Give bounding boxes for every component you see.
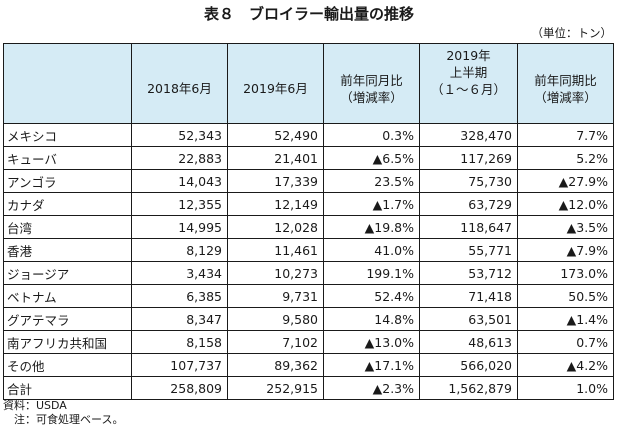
cell-y2019-jun: 12,149: [227, 192, 324, 216]
cell-y2018-jun: 12,355: [131, 192, 228, 216]
cell-h1-2019: 117,269: [419, 146, 518, 170]
cell-mom: 199.1%: [323, 261, 420, 285]
cell-h1-2019: 63,729: [419, 192, 518, 216]
cell-yoy: ▲4.2%: [517, 353, 614, 377]
table-row: 南アフリカ共和国 8,158 7,102 ▲13.0% 48,613 0.7%: [3, 330, 614, 354]
cell-y2019-jun: 11,461: [227, 238, 324, 262]
table-row: ベトナム 6,385 9,731 52.4% 71,418 50.5%: [3, 284, 614, 308]
cell-h1-2019: 48,613: [419, 330, 518, 354]
cell-mom: 0.3%: [323, 123, 420, 147]
cell-h1-2019: 566,020: [419, 353, 518, 377]
cell-h1-2019: 1,562,879: [419, 376, 518, 400]
cell-y2019-jun: 10,273: [227, 261, 324, 285]
cell-y2019-jun: 9,731: [227, 284, 324, 308]
footnote: 注：可食処理ベース。: [14, 413, 124, 426]
cell-h1-2019: 55,771: [419, 238, 518, 262]
header-2018-june: 2018年6月: [131, 43, 228, 124]
table-title: 表８ ブロイラー輸出量の推移: [203, 5, 414, 23]
cell-y2018-jun: 14,043: [131, 169, 228, 193]
cell-y2019-jun: 7,102: [227, 330, 324, 354]
cell-yoy: 173.0%: [517, 261, 614, 285]
table-row: アンゴラ 14,043 17,339 23.5% 75,730 ▲27.9%: [3, 169, 614, 193]
cell-h1-2019: 63,501: [419, 307, 518, 331]
cell-mom: 52.4%: [323, 284, 420, 308]
source-note: 資料：USDA: [3, 399, 67, 412]
cell-y2019-jun: 21,401: [227, 146, 324, 170]
country-name: キューバ: [3, 146, 132, 170]
cell-yoy: 7.7%: [517, 123, 614, 147]
cell-h1-2019: 75,730: [419, 169, 518, 193]
table-row: カナダ 12,355 12,149 ▲1.7% 63,729 ▲12.0%: [3, 192, 614, 216]
table-row: グアテマラ 8,347 9,580 14.8% 63,501 ▲1.4%: [3, 307, 614, 331]
table-row: ジョージア 3,434 10,273 199.1% 53,712 173.0%: [3, 261, 614, 285]
cell-y2019-jun: 52,490: [227, 123, 324, 147]
cell-yoy: ▲1.4%: [517, 307, 614, 331]
header-period-change: 前年同期比 （増減率）: [517, 43, 614, 124]
cell-yoy: ▲3.5%: [517, 215, 614, 239]
cell-mom: 23.5%: [323, 169, 420, 193]
unit-label: （単位：トン）: [531, 26, 613, 40]
cell-h1-2019: 118,647: [419, 215, 518, 239]
cell-y2018-jun: 3,434: [131, 261, 228, 285]
table-row: キューバ 22,883 21,401 ▲6.5% 117,269 5.2%: [3, 146, 614, 170]
cell-yoy: 50.5%: [517, 284, 614, 308]
cell-y2018-jun: 8,158: [131, 330, 228, 354]
cell-y2018-jun: 14,995: [131, 215, 228, 239]
cell-h1-2019: 71,418: [419, 284, 518, 308]
cell-mom: 14.8%: [323, 307, 420, 331]
country-name: ジョージア: [3, 261, 132, 285]
header-2019-h1: 2019年 上半期 （１～６月）: [419, 43, 518, 124]
cell-y2019-jun: 9,580: [227, 307, 324, 331]
cell-yoy: 5.2%: [517, 146, 614, 170]
country-name: グアテマラ: [3, 307, 132, 331]
cell-h1-2019: 328,470: [419, 123, 518, 147]
cell-yoy: ▲27.9%: [517, 169, 614, 193]
cell-y2019-jun: 12,028: [227, 215, 324, 239]
cell-mom: ▲19.8%: [323, 215, 420, 239]
cell-y2018-jun: 52,343: [131, 123, 228, 147]
cell-y2019-jun: 252,915: [227, 376, 324, 400]
cell-mom: 41.0%: [323, 238, 420, 262]
country-name: その他: [3, 353, 132, 377]
cell-mom: ▲2.3%: [323, 376, 420, 400]
cell-y2019-jun: 17,339: [227, 169, 324, 193]
cell-yoy: 1.0%: [517, 376, 614, 400]
cell-y2018-jun: 8,129: [131, 238, 228, 262]
country-name: 合計: [3, 376, 132, 400]
cell-y2019-jun: 89,362: [227, 353, 324, 377]
cell-y2018-jun: 22,883: [131, 146, 228, 170]
country-name: 香港: [3, 238, 132, 262]
export-volume-table: 2018年6月 2019年6月 前年同月比 （増減率） 2019年 上半期 （１～６月…: [3, 43, 614, 400]
table-row: 香港 8,129 11,461 41.0% 55,771 ▲7.9%: [3, 238, 614, 262]
header-row: 2018年6月 2019年6月 前年同月比 （増減率） 2019年 上半期 （１～６月…: [3, 43, 614, 124]
table-row: メキシコ 52,343 52,490 0.3% 328,470 7.7%: [3, 123, 614, 147]
cell-h1-2019: 53,712: [419, 261, 518, 285]
header-2019-june: 2019年6月: [227, 43, 324, 124]
header-blank: [3, 43, 132, 124]
table-row: その他 107,737 89,362 ▲17.1% 566,020 ▲4.2%: [3, 353, 614, 377]
cell-mom: ▲13.0%: [323, 330, 420, 354]
country-name: ベトナム: [3, 284, 132, 308]
cell-y2018-jun: 8,347: [131, 307, 228, 331]
cell-y2018-jun: 107,737: [131, 353, 228, 377]
header-month-change: 前年同月比 （増減率）: [323, 43, 420, 124]
total-row: 合計 258,809 252,915 ▲2.3% 1,562,879 1.0%: [3, 376, 614, 400]
cell-yoy: ▲12.0%: [517, 192, 614, 216]
cell-yoy: ▲7.9%: [517, 238, 614, 262]
cell-yoy: 0.7%: [517, 330, 614, 354]
table-row: 台湾 14,995 12,028 ▲19.8% 118,647 ▲3.5%: [3, 215, 614, 239]
country-name: メキシコ: [3, 123, 132, 147]
cell-y2018-jun: 6,385: [131, 284, 228, 308]
cell-mom: ▲1.7%: [323, 192, 420, 216]
country-name: カナダ: [3, 192, 132, 216]
cell-mom: ▲6.5%: [323, 146, 420, 170]
country-name: 台湾: [3, 215, 132, 239]
country-name: アンゴラ: [3, 169, 132, 193]
cell-mom: ▲17.1%: [323, 353, 420, 377]
country-name: 南アフリカ共和国: [3, 330, 132, 354]
cell-y2018-jun: 258,809: [131, 376, 228, 400]
